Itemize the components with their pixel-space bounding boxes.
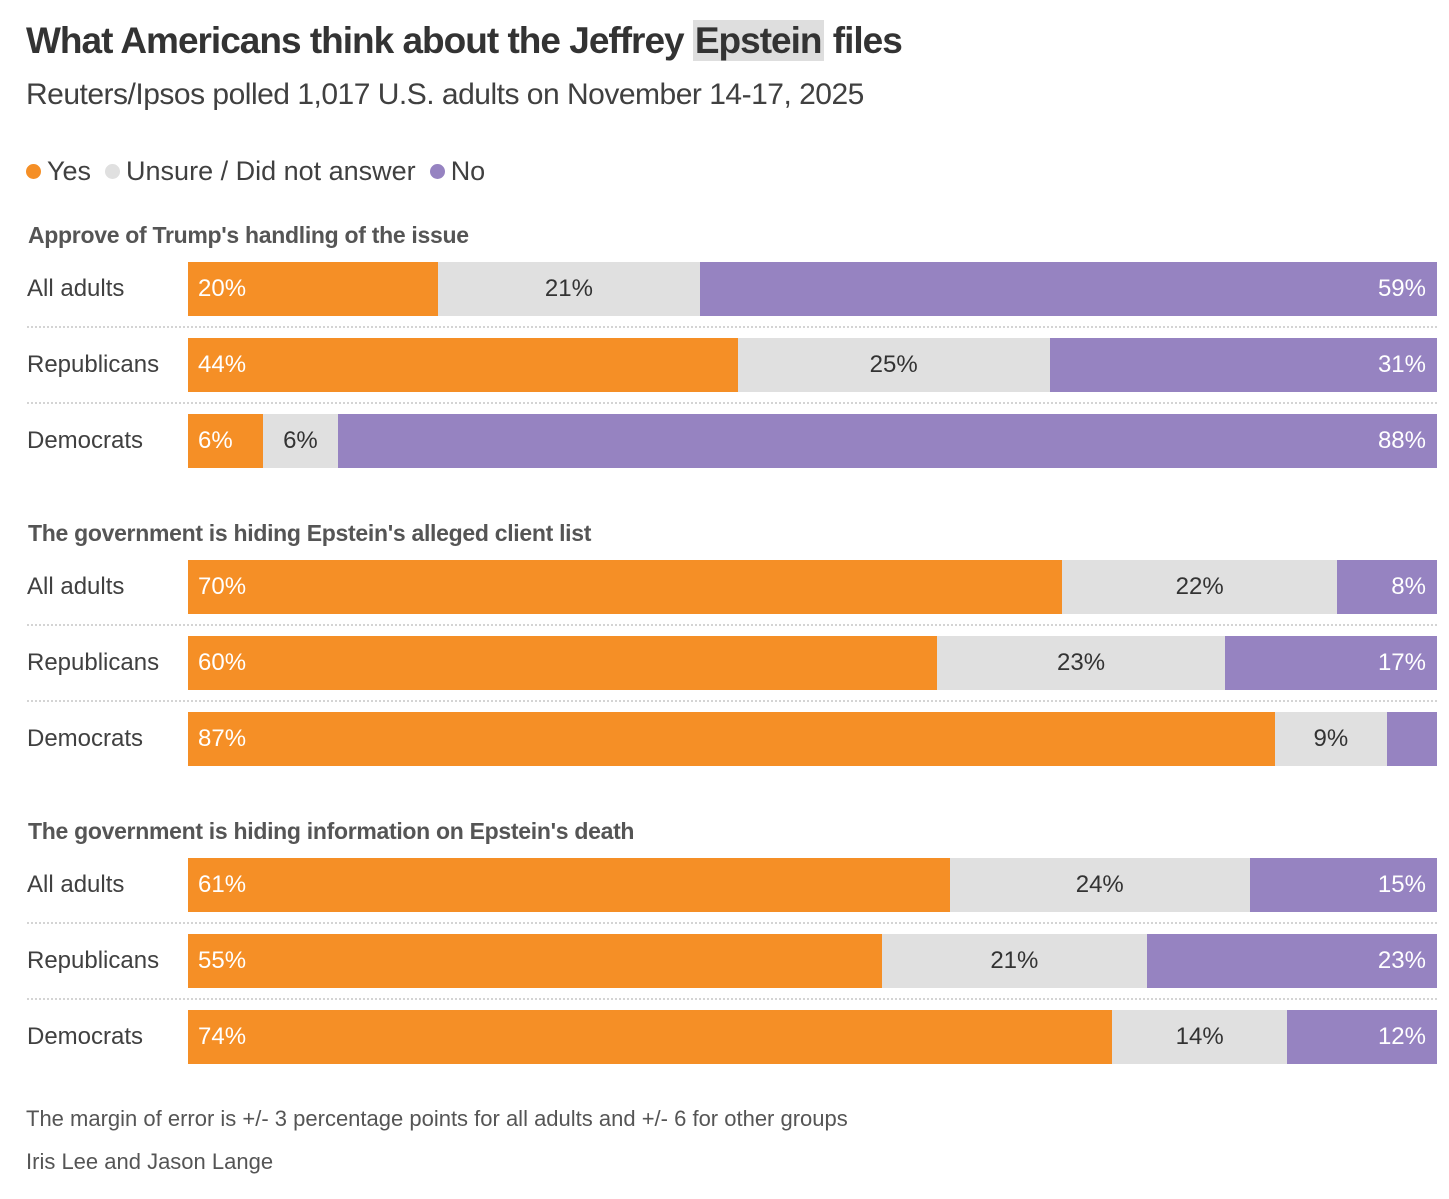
legend-label: Unsure / Did not answer bbox=[126, 156, 416, 186]
title-part: files bbox=[823, 20, 903, 61]
stacked-bar: 55% 21% 23% bbox=[188, 934, 1437, 988]
legend-swatch bbox=[429, 164, 445, 179]
legend-label: No bbox=[450, 156, 486, 186]
bar-segment-yes: 20% bbox=[188, 262, 438, 316]
section-title: Approve of Trump's handling of the issue bbox=[28, 222, 469, 248]
footnote: The margin of error is +/- 3 percentage … bbox=[26, 1106, 848, 1131]
bar-segment-unsure: 25% bbox=[737, 338, 1050, 392]
bar-segment-no: 88% bbox=[337, 414, 1437, 468]
row-label: Republicans bbox=[27, 649, 160, 676]
stacked-bar: 87% 9% bbox=[188, 712, 1437, 766]
stacked-bar: 20% 21% 59% bbox=[188, 262, 1437, 316]
stacked-bar: 74% 14% 12% bbox=[188, 1010, 1437, 1064]
legend-item-yes: Yes bbox=[26, 156, 91, 187]
stacked-bar: 6% 6% 88% bbox=[188, 414, 1437, 468]
legend-label: Yes bbox=[47, 156, 92, 186]
bar-segment-no: 17% bbox=[1224, 636, 1437, 690]
bar-segment-yes: 60% bbox=[188, 636, 938, 690]
row-divider bbox=[27, 922, 1437, 924]
legend-item-no: No bbox=[429, 156, 486, 187]
section-title: The government is hiding information on … bbox=[28, 818, 635, 844]
bar-segment-no: 12% bbox=[1287, 1010, 1437, 1064]
bar-segment-yes: 6% bbox=[188, 414, 263, 468]
bar-segment-yes: 55% bbox=[188, 934, 882, 988]
row-label: Democrats bbox=[27, 725, 144, 752]
bar-segment-unsure: 23% bbox=[937, 636, 1225, 690]
row-divider bbox=[27, 998, 1437, 1000]
bar-segment-no: 31% bbox=[1049, 338, 1437, 392]
bar-segment-no: 15% bbox=[1249, 858, 1437, 912]
bar-segment-unsure: 14% bbox=[1112, 1010, 1288, 1064]
title-highlight: Epstein bbox=[692, 20, 824, 61]
chart-title: What Americans think about the Jeffrey E… bbox=[26, 20, 903, 62]
bar-segment-unsure: 21% bbox=[437, 262, 701, 316]
bar-segment-yes: 70% bbox=[188, 560, 1063, 614]
legend-swatch bbox=[26, 164, 41, 179]
row-label: All adults bbox=[27, 871, 125, 898]
row-divider bbox=[27, 624, 1437, 626]
row-divider bbox=[27, 326, 1437, 328]
row-divider bbox=[27, 402, 1437, 404]
row-label: Democrats bbox=[27, 1023, 144, 1050]
legend-item-unsure: Unsure / Did not answer bbox=[105, 156, 416, 187]
bar-segment-yes: 87% bbox=[188, 712, 1275, 766]
bar-segment-unsure: 6% bbox=[262, 414, 338, 468]
bar-segment-yes: 74% bbox=[188, 1010, 1113, 1064]
row-label: All adults bbox=[27, 275, 125, 302]
bar-segment-yes: 44% bbox=[188, 338, 738, 392]
bar-segment-yes: 61% bbox=[188, 858, 950, 912]
row-label: All adults bbox=[27, 573, 125, 600]
title-part: What Americans think about the Jeffrey bbox=[26, 20, 693, 61]
bar-segment-no bbox=[1387, 712, 1437, 766]
bar-segment-unsure: 22% bbox=[1062, 560, 1338, 614]
row-label: Republicans bbox=[27, 947, 160, 974]
bar-segment-unsure: 21% bbox=[881, 934, 1147, 988]
section-title: The government is hiding Epstein's alleg… bbox=[28, 520, 592, 546]
credit: Iris Lee and Jason Lange bbox=[26, 1149, 274, 1174]
bar-segment-no: 8% bbox=[1337, 560, 1437, 614]
bar-segment-no: 23% bbox=[1146, 934, 1437, 988]
row-label: Democrats bbox=[27, 427, 144, 454]
bar-segment-no: 59% bbox=[700, 262, 1437, 316]
stacked-bar: 44% 25% 31% bbox=[188, 338, 1437, 392]
stacked-bar: 70% 22% 8% bbox=[188, 560, 1437, 614]
stacked-bar: 60% 23% 17% bbox=[188, 636, 1437, 690]
legend-swatch bbox=[105, 164, 121, 179]
chart-subtitle: Reuters/Ipsos polled 1,017 U.S. adults o… bbox=[26, 78, 864, 111]
bar-segment-unsure: 9% bbox=[1274, 712, 1388, 766]
legend: Yes Unsure / Did not answer No bbox=[26, 156, 485, 187]
row-label: Republicans bbox=[27, 351, 160, 378]
stacked-bar: 61% 24% 15% bbox=[188, 858, 1437, 912]
bar-segment-unsure: 24% bbox=[949, 858, 1250, 912]
row-divider bbox=[27, 700, 1437, 702]
